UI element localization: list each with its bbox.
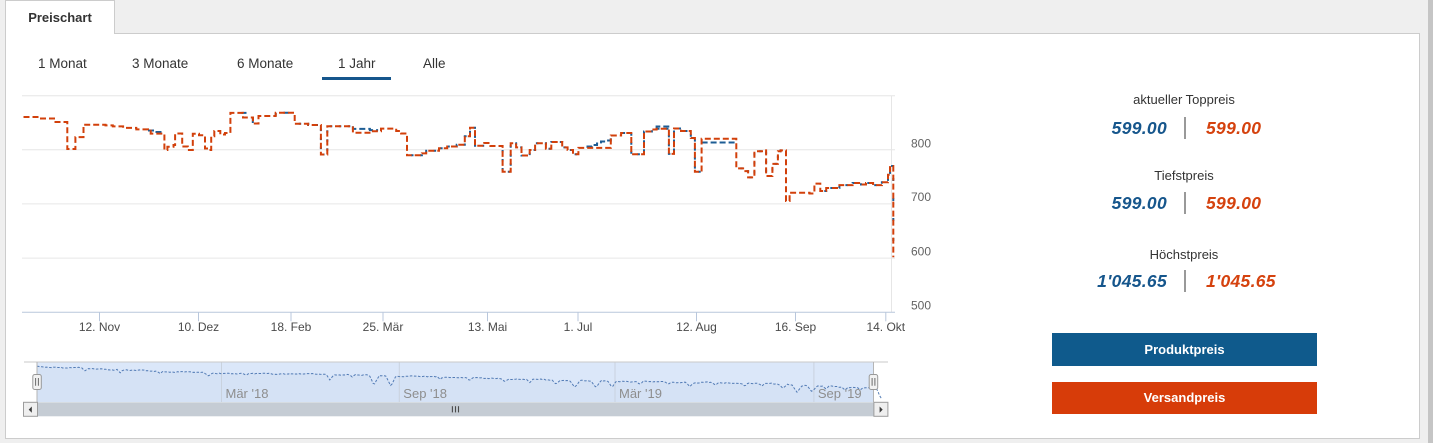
svg-text:800: 800 <box>911 136 931 150</box>
svg-text:18. Feb: 18. Feb <box>271 320 312 334</box>
svg-text:Mär '18: Mär '18 <box>226 386 269 401</box>
svg-text:25. Mär: 25. Mär <box>363 320 404 334</box>
svg-text:Sep '19: Sep '19 <box>818 386 862 401</box>
svg-text:700: 700 <box>911 190 931 204</box>
svg-text:13. Mai: 13. Mai <box>468 320 507 334</box>
svg-text:600: 600 <box>911 244 931 258</box>
svg-text:Mär '19: Mär '19 <box>619 386 662 401</box>
svg-text:10. Dez: 10. Dez <box>178 320 219 334</box>
svg-text:16. Sep: 16. Sep <box>775 320 817 334</box>
svg-text:14. Okt: 14. Okt <box>866 320 905 334</box>
svg-text:500: 500 <box>911 299 931 313</box>
svg-text:Sep '18: Sep '18 <box>403 386 447 401</box>
svg-text:12. Nov: 12. Nov <box>79 320 120 334</box>
svg-text:12. Aug: 12. Aug <box>676 320 717 334</box>
svg-text:1. Jul: 1. Jul <box>564 320 593 334</box>
